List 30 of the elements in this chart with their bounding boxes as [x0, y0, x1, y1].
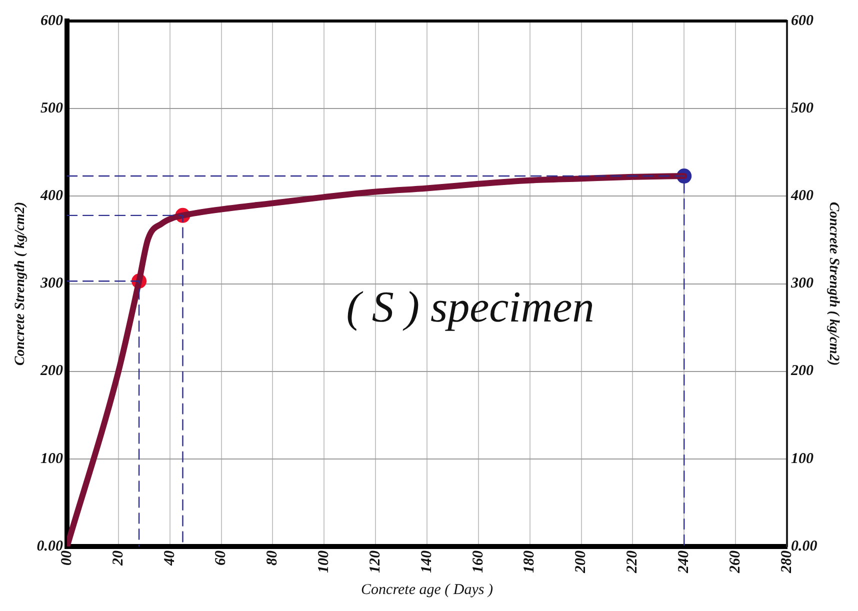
y-axis-title: Concrete Strength ( kg/cm2): [13, 202, 28, 366]
y2-tick-label: 500: [790, 100, 814, 116]
x-tick-label: 240: [676, 550, 692, 574]
x-tick-label: 200: [573, 550, 590, 574]
y-tick-label: 300: [40, 276, 64, 292]
x-tick-label: 80: [264, 550, 281, 566]
x-tick-label: 160: [470, 550, 486, 573]
x-tick-label: 40: [162, 550, 178, 566]
y2-axis-title: Concrete Strength ( kg/cm2): [826, 202, 841, 366]
y-tick-label: 400: [40, 188, 64, 204]
x-tick-label: 220: [624, 550, 641, 574]
y2-tick-label: 100: [790, 450, 814, 467]
y2-tick-label: 300: [790, 276, 814, 292]
x-tick-label: 180: [522, 550, 538, 573]
y-tick-label: 600: [40, 12, 64, 29]
x-tick-label: 20: [110, 550, 126, 566]
annotation: ( S ) specimen: [346, 282, 594, 332]
y2-tick-label: 600: [790, 12, 814, 29]
x-tick-label: 260: [727, 550, 744, 574]
x-tick-label: 60: [213, 550, 230, 566]
x-tick-label: 00: [58, 550, 75, 566]
y-tick-label: 200: [40, 363, 64, 380]
y2-tick-label: 200: [790, 363, 814, 380]
x-tick-label: 100: [316, 550, 332, 573]
x-tick-label: 120: [367, 550, 384, 573]
x-tick-label: 140: [418, 550, 435, 573]
y-tick-label: 500: [40, 100, 64, 116]
x-axis-title: Concrete age ( Days ): [361, 582, 493, 598]
y2-tick-label: 400: [790, 188, 814, 204]
y-tick-label: 100: [40, 450, 64, 467]
